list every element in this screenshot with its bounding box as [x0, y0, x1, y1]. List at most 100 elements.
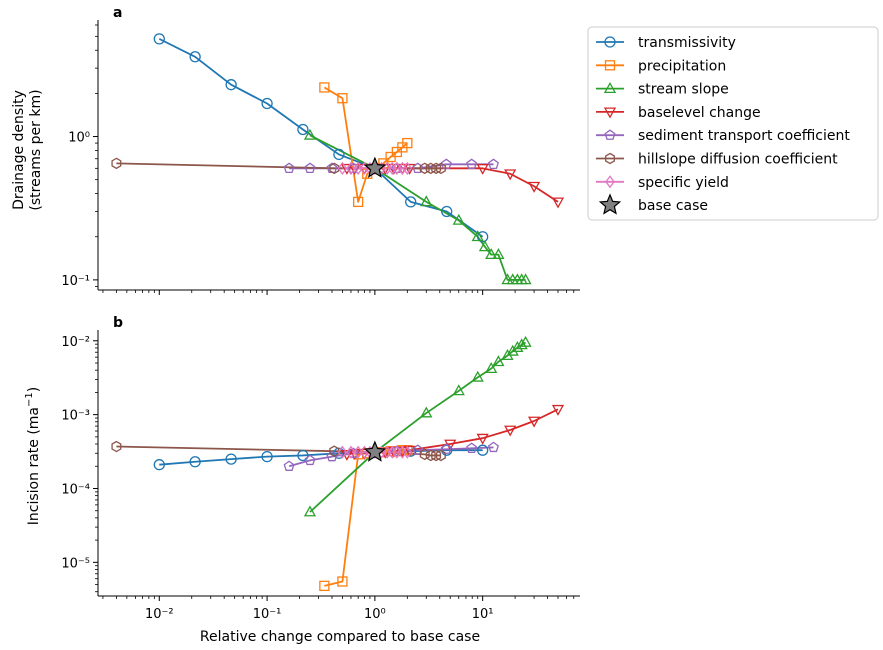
data-point-hillslope-diffusion-coefficient — [435, 162, 446, 175]
legend-entry-precipitation: precipitation — [596, 58, 726, 74]
data-point-baselevel-change — [476, 163, 489, 175]
data-point-stream-slope — [420, 195, 433, 207]
data-point-sediment-transport-coefficient — [466, 158, 478, 170]
legend-entry-stream-slope: stream slope — [596, 82, 729, 98]
data-point-hillslope-diffusion-coefficient — [329, 162, 340, 175]
data-point-sediment-transport-coefficient — [412, 444, 424, 455]
series-stream-slope — [309, 134, 526, 281]
data-point-base-case — [363, 440, 387, 462]
data-point-sediment-transport-coefficient — [466, 442, 478, 454]
y-tick-label: 10⁻² — [61, 335, 90, 350]
data-point-transmissivity — [225, 453, 237, 465]
data-point-sediment-transport-coefficient — [283, 460, 295, 471]
data-point-sediment-transport-coefficient — [440, 158, 452, 170]
x-tick-label: 10⁻¹ — [253, 607, 282, 622]
legend-entry-base-case: base case — [598, 193, 708, 215]
data-point-specific-yield — [337, 161, 348, 175]
data-point-baselevel-change — [551, 197, 565, 209]
legend-marker — [605, 152, 615, 165]
x-tick-label: 10⁰ — [364, 607, 386, 622]
legend-marker — [603, 107, 617, 119]
data-point-precipitation — [319, 580, 330, 592]
data-point-baselevel-change — [403, 445, 416, 457]
data-point-precipitation — [402, 137, 413, 149]
data-point-transmissivity — [225, 79, 237, 91]
data-point-precipitation — [337, 93, 348, 104]
legend: transmissivity precipitation stream slope b… — [587, 26, 879, 221]
y-tick-label: 10⁰ — [68, 131, 90, 146]
series-line-precipitation — [324, 449, 408, 587]
data-point-precipitation — [337, 576, 348, 587]
legend-entry-baselevel-change: baselevel change — [596, 105, 761, 121]
data-point-hillslope-diffusion-coefficient — [329, 445, 340, 457]
series-points-transmissivity — [153, 33, 489, 243]
data-point-stream-slope — [515, 338, 528, 350]
legend-label: stream slope — [638, 82, 729, 98]
data-point-precipitation — [319, 82, 330, 93]
data-point-base-case — [363, 156, 387, 178]
legend-label: baselevel change — [638, 105, 761, 121]
legend-entry-hillslope-diffusion-coefficient: hillslope diffusion coefficient — [596, 152, 838, 168]
data-point-hillslope-diffusion-coefficient — [111, 440, 122, 453]
legend-marker — [598, 193, 622, 215]
legend-label: specific yield — [638, 175, 729, 191]
series-points-precipitation — [319, 445, 413, 592]
data-point-specific-yield — [337, 445, 348, 459]
x-tick-label: 10¹ — [472, 607, 494, 622]
x-axis-label: Relative change compared to base case — [200, 629, 480, 645]
data-point-specific-yield — [346, 445, 356, 459]
series-points-stream-slope — [303, 335, 532, 517]
data-point-stream-slope — [492, 355, 505, 367]
data-point-stream-slope — [303, 505, 317, 517]
data-point-hillslope-diffusion-coefficient — [431, 162, 442, 175]
data-point-transmissivity — [477, 231, 489, 243]
series-line-transmissivity — [158, 38, 484, 238]
series-points-precipitation — [319, 82, 413, 208]
data-point-stream-slope — [471, 230, 484, 242]
panel-a-ylabel-line1: Drainage density — [11, 90, 27, 210]
data-point-transmissivity — [261, 97, 273, 110]
data-point-transmissivity — [261, 450, 273, 463]
panel-b-label: b — [113, 315, 123, 331]
series-points-stream-slope — [303, 128, 532, 285]
series-line-precipitation — [323, 86, 408, 203]
series-precipitation — [324, 449, 408, 587]
data-point-baselevel-change — [476, 433, 489, 445]
data-point-specific-yield — [346, 161, 356, 175]
data-point-transmissivity — [441, 205, 453, 218]
data-point-hillslope-diffusion-coefficient — [425, 162, 436, 175]
data-point-baselevel-change — [504, 169, 517, 181]
data-point-hillslope-diffusion-coefficient — [435, 449, 446, 462]
panel-a-axes: 10⁻¹ 10⁰ — [61, 20, 580, 295]
legend-label: hillslope diffusion coefficient — [638, 152, 838, 168]
data-point-baselevel-change — [551, 404, 565, 416]
data-point-specific-yield — [402, 161, 413, 175]
data-point-baselevel-change — [504, 425, 517, 437]
panel-b-ylabel: Incision rate (ma−1) — [24, 387, 42, 525]
data-point-sediment-transport-coefficient — [304, 454, 316, 466]
data-point-sediment-transport-coefficient — [412, 162, 424, 174]
data-point-stream-slope — [452, 384, 465, 396]
legend-entry-transmissivity: transmissivity — [596, 35, 736, 51]
data-point-transmissivity — [405, 196, 417, 208]
data-point-sediment-transport-coefficient — [304, 162, 316, 174]
legend-marker — [604, 60, 616, 71]
series-transmissivity — [158, 38, 484, 238]
legend-label: sediment transport coefficient — [638, 128, 850, 144]
y-tick-label: 10⁻⁵ — [61, 556, 90, 571]
data-point-transmissivity — [153, 33, 165, 45]
legend-marker — [605, 175, 615, 189]
data-point-specific-yield — [402, 445, 413, 459]
data-point-stream-slope — [506, 344, 519, 356]
series-points-base-case — [363, 156, 387, 178]
panel-b-axes: 10⁻² 10⁻¹ 10⁰ 10¹ 10⁻⁵ 10⁻⁴ 10⁻³ 10⁻² — [61, 330, 580, 622]
legend-frame — [587, 26, 879, 221]
panel-a-ylabel-line2: (streams per km) — [28, 89, 44, 210]
data-point-hillslope-diffusion-coefficient — [111, 157, 122, 170]
legend-label: transmissivity — [638, 35, 736, 51]
data-point-specific-yield — [353, 161, 363, 175]
legend-marker — [603, 82, 617, 93]
data-point-baselevel-change — [527, 416, 541, 428]
data-point-stream-slope — [485, 248, 498, 260]
